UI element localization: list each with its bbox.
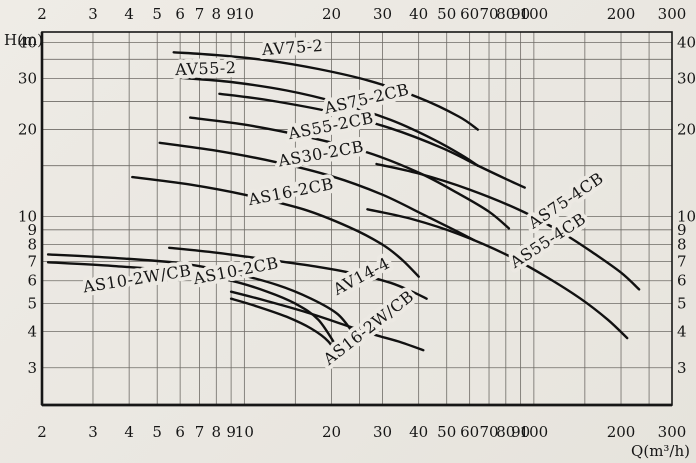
x-tick-label-top: 2 [37, 5, 47, 23]
curve-AV14-4 [168, 246, 428, 300]
curve-AS10-2W/CB [46, 261, 339, 350]
curve-AS55-2CB [189, 116, 511, 230]
x-tick-label-bottom: 90 [511, 423, 530, 441]
x-tick-label-top: 70 [479, 5, 498, 23]
x-tick-label-top: 7 [195, 5, 205, 23]
x-tick-label-top: 3 [88, 5, 98, 23]
y-tick-label-right: 6 [677, 272, 687, 290]
x-tick-label-bottom: 40 [409, 423, 428, 441]
x-tick-label-bottom: 80 [496, 423, 515, 441]
y-tick-label-left: 30 [18, 70, 37, 88]
x-tick-label-top: 60 [460, 5, 479, 23]
curve-AS30-2CB [158, 141, 475, 242]
x-tick-label-bottom: 60 [460, 423, 479, 441]
curve-AS10-2CB [46, 253, 356, 336]
x-tick-label-bottom: 70 [479, 423, 498, 441]
x-tick-label-bottom: 50 [437, 423, 456, 441]
y-tick-label-left: 20 [18, 121, 37, 139]
y-tick-label-left: 6 [27, 272, 37, 290]
x-tick-label-top: 300 [658, 5, 687, 23]
y-tick-label-left: 3 [27, 359, 37, 377]
y-tick-label-right: 20 [677, 121, 696, 139]
y-tick-label-right: 4 [677, 323, 687, 341]
x-tick-label-top: 9 [226, 5, 236, 23]
x-tick-label-bottom: 200 [607, 423, 636, 441]
y-tick-label-left: 4 [27, 323, 37, 341]
x-tick-label-top: 30 [373, 5, 392, 23]
plot-area [42, 32, 672, 405]
x-tick-label-top: 5 [152, 5, 162, 23]
y-tick-label-right: 7 [677, 252, 687, 270]
y-tick-label-right: 30 [677, 70, 696, 88]
y-tick-label-left: 9 [27, 221, 37, 239]
x-tick-label-bottom: 3 [88, 423, 98, 441]
curve-label-AV55-2: AV55-2 [174, 58, 237, 79]
x-tick-label-bottom: 8 [212, 423, 222, 441]
y-tick-label-left: 8 [27, 236, 37, 254]
x-tick-label-top: 20 [322, 5, 341, 23]
x-tick-label-bottom: 4 [124, 423, 134, 441]
x-tick-label-bottom: 2 [37, 423, 47, 441]
curve-AS16-2CB [131, 175, 420, 278]
curve-AS55-4CB [366, 208, 629, 340]
x-tick-label-top: 90 [511, 5, 530, 23]
x-tick-label-bottom: 7 [195, 423, 205, 441]
y-tick-label-right: 40 [677, 34, 696, 52]
x-tick-label-bottom: 100 [520, 423, 549, 441]
x-tick-label-top: 4 [124, 5, 134, 23]
y-tick-label-right: 8 [677, 236, 687, 254]
x-tick-label-bottom: 5 [152, 423, 162, 441]
x-tick-label-top: 80 [496, 5, 515, 23]
y-tick-label-right: 9 [677, 221, 687, 239]
x-tick-label-bottom: 9 [226, 423, 236, 441]
x-tick-label-top: 8 [212, 5, 222, 23]
x-tick-label-top: 10 [235, 5, 254, 23]
x-tick-label-bottom: 300 [658, 423, 687, 441]
curve-AS75-4CB [375, 162, 641, 291]
x-tick-label-bottom: 30 [373, 423, 392, 441]
y-tick-label-left: 7 [27, 252, 37, 270]
curve-AS16-2W/CB [229, 290, 425, 352]
x-tick-label-top: 200 [607, 5, 636, 23]
x-tick-label-bottom: 6 [175, 423, 185, 441]
y-tick-label-left: 5 [27, 295, 37, 313]
curve-AV75-2 [172, 51, 479, 131]
y-axis-title: H(m) [4, 31, 43, 49]
x-tick-label-top: 6 [175, 5, 185, 23]
curve-AV55-2 [178, 76, 479, 167]
y-tick-label-left: 40 [18, 34, 37, 52]
y-tick-label-left: 10 [18, 208, 37, 226]
y-tick-label-right: 10 [677, 208, 696, 226]
y-tick-label-right: 5 [677, 295, 687, 313]
x-tick-label-top: 40 [409, 5, 428, 23]
x-tick-label-top: 50 [437, 5, 456, 23]
x-tick-label-top: 100 [520, 5, 549, 23]
x-axis-title: Q(m³/h) [631, 442, 690, 460]
x-tick-label-bottom: 20 [322, 423, 341, 441]
x-tick-label-bottom: 10 [235, 423, 254, 441]
y-tick-label-right: 3 [677, 359, 687, 377]
curve-AS75-2CB [218, 92, 526, 189]
curve-AS16-2W/CB-twin [229, 297, 342, 361]
